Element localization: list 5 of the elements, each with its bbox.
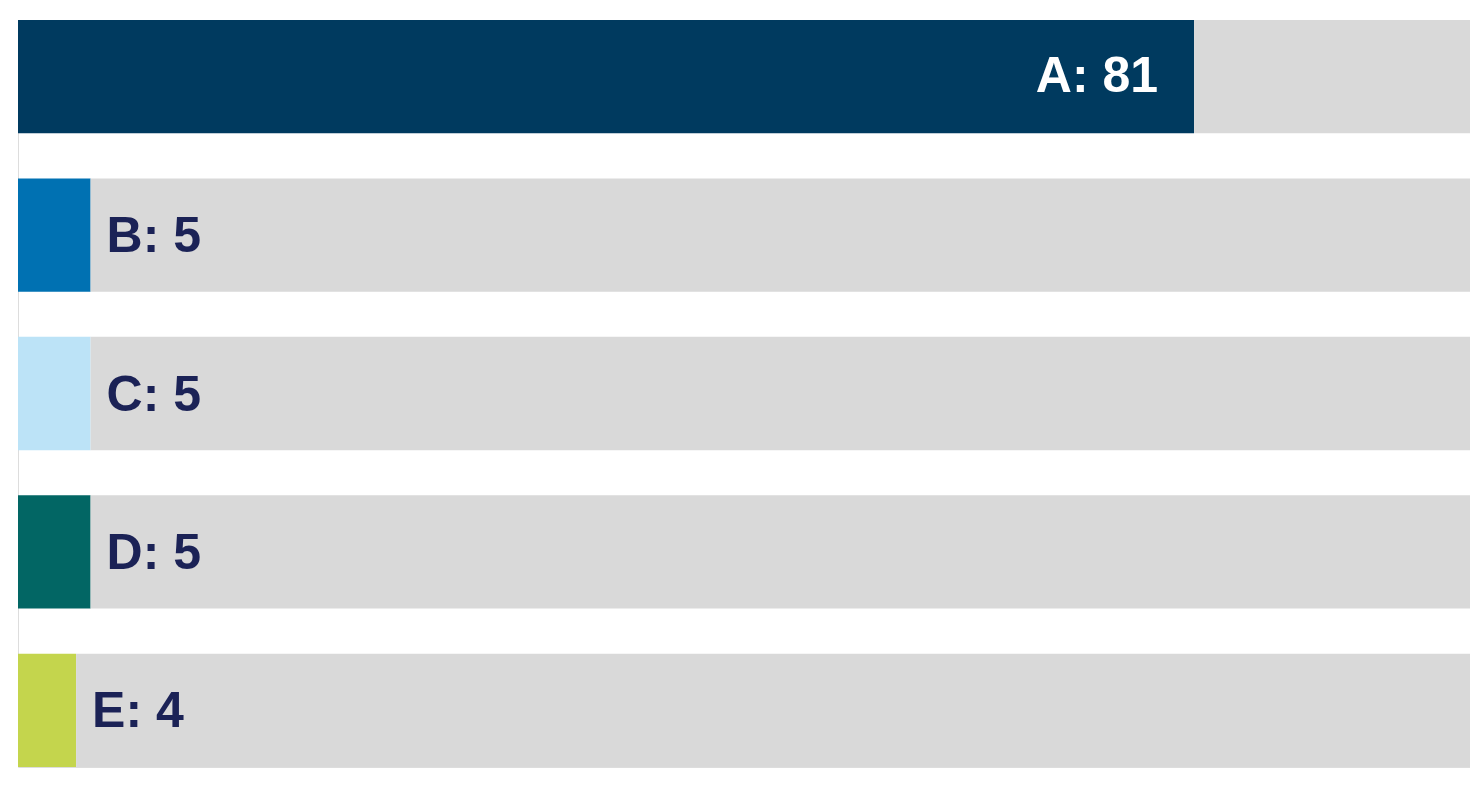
data-label: A: 81 <box>1035 46 1159 103</box>
data-label: E: 4 <box>92 682 184 739</box>
data-label: D: 5 <box>106 523 202 580</box>
data-label: B: 5 <box>106 207 202 264</box>
data-label: C: 5 <box>106 365 202 422</box>
